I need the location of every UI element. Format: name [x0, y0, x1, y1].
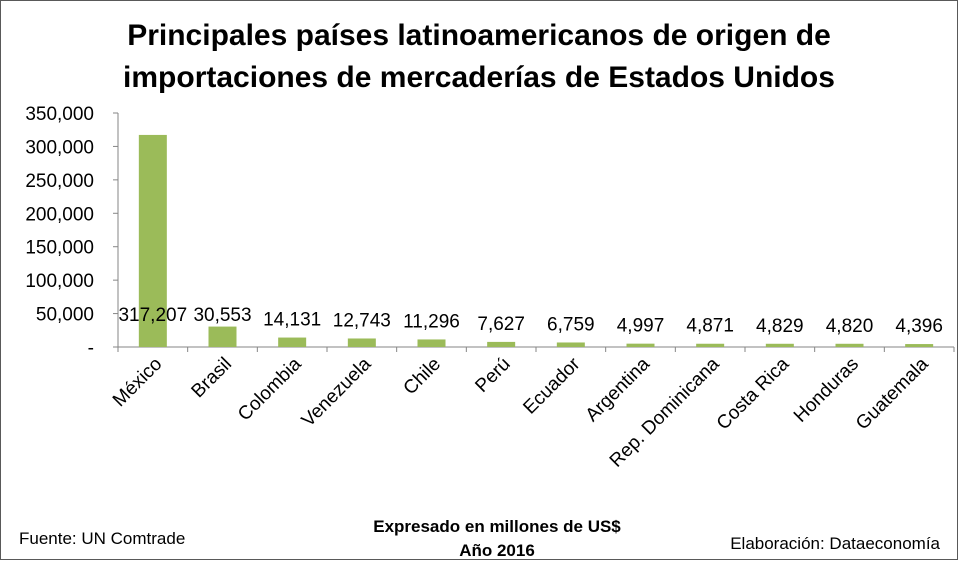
x-axis-title-line-1: Expresado en millones de US$ [373, 517, 621, 536]
chart-title-line-1: Principales países latinoamericanos de o… [127, 19, 831, 52]
y-axis: - 50,000 100,000 150,000 200,000 250,000 300,0… [25, 104, 955, 359]
data-labels: 317,207 30,553 14,131 12,743 11,296 7,627 6,75… [118, 305, 942, 337]
category-label: Ecuador [519, 353, 584, 418]
data-label: 4,997 [617, 316, 665, 337]
chart-title-line-2: importaciones de mercaderías de Estados … [123, 61, 835, 94]
category-label: México [109, 354, 166, 411]
bar [208, 326, 237, 347]
data-label: 11,296 [403, 311, 460, 332]
bar [417, 339, 446, 347]
data-label: 12,743 [333, 310, 391, 331]
bar [835, 343, 864, 347]
bar [905, 344, 934, 347]
bar [765, 343, 794, 347]
y-tick-label: 100,000 [25, 271, 94, 292]
data-label: 4,871 [686, 316, 734, 337]
credit-note: Elaboración: Dataeconomía [730, 534, 940, 553]
bar [626, 343, 655, 347]
category-label: Colombia [234, 353, 306, 425]
category-label: Costa Rica [713, 353, 794, 434]
category-label: Chile [400, 354, 445, 399]
y-tick-label: 250,000 [25, 171, 94, 192]
bar [696, 343, 725, 347]
bars [138, 134, 934, 347]
data-label: 7,627 [477, 314, 525, 335]
x-axis-title-line-2: Año 2016 [459, 541, 535, 560]
category-label: Guatemala [852, 353, 933, 434]
y-tick-label: 150,000 [25, 238, 94, 259]
category-label: Perú [471, 354, 514, 397]
category-label: Venezuela [298, 353, 376, 431]
data-label: 317,207 [118, 305, 187, 326]
y-tick-label: - [88, 338, 94, 359]
y-tick-label: 350,000 [25, 104, 94, 125]
bar [138, 134, 167, 347]
data-label: 4,396 [895, 316, 943, 337]
data-label: 14,131 [263, 310, 321, 331]
category-label: Brasil [188, 354, 236, 402]
bar [556, 342, 585, 347]
category-label: Argentina [582, 353, 655, 426]
y-tick-label: 300,000 [25, 137, 94, 158]
data-label: 4,820 [826, 316, 874, 337]
source-note: Fuente: UN Comtrade [19, 529, 185, 548]
data-label: 6,759 [547, 314, 595, 335]
bar [278, 337, 307, 347]
bar [487, 341, 516, 347]
category-label: Honduras [790, 354, 863, 427]
bar [347, 338, 376, 347]
data-label: 4,829 [756, 316, 804, 337]
y-tick-label: 50,000 [36, 305, 94, 326]
data-label: 30,553 [193, 305, 251, 326]
y-tick-label: 200,000 [25, 204, 94, 225]
